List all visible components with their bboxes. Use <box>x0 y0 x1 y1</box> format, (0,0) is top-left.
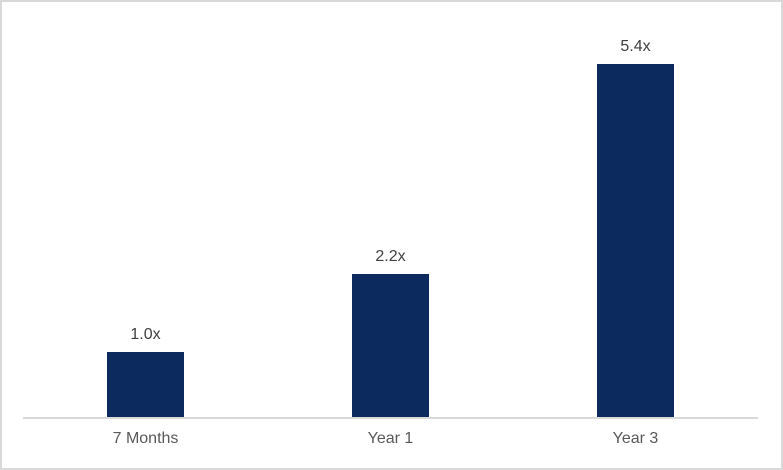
category-label-year-1: Year 1 <box>367 430 414 447</box>
data-label-7-months: 1.0x <box>130 326 161 343</box>
plot-area: 1.0x 2.2x 5.4x <box>23 39 758 418</box>
bar-group-year-3: 5.4x <box>513 39 758 418</box>
data-label-year-1: 2.2x <box>375 248 406 265</box>
bar-group-7-months: 1.0x <box>23 327 268 418</box>
category-label-year-3: Year 3 <box>612 430 659 447</box>
bar-year-3 <box>597 64 674 418</box>
bar-year-1 <box>352 274 429 418</box>
bar-7-months <box>107 352 184 418</box>
bar-group-year-1: 2.2x <box>268 249 513 418</box>
x-axis-labels: 7 Months Year 1 Year 3 <box>23 430 758 448</box>
x-axis-line <box>23 417 758 419</box>
data-label-year-3: 5.4x <box>620 38 651 55</box>
category-label-7-months: 7 Months <box>112 430 179 447</box>
